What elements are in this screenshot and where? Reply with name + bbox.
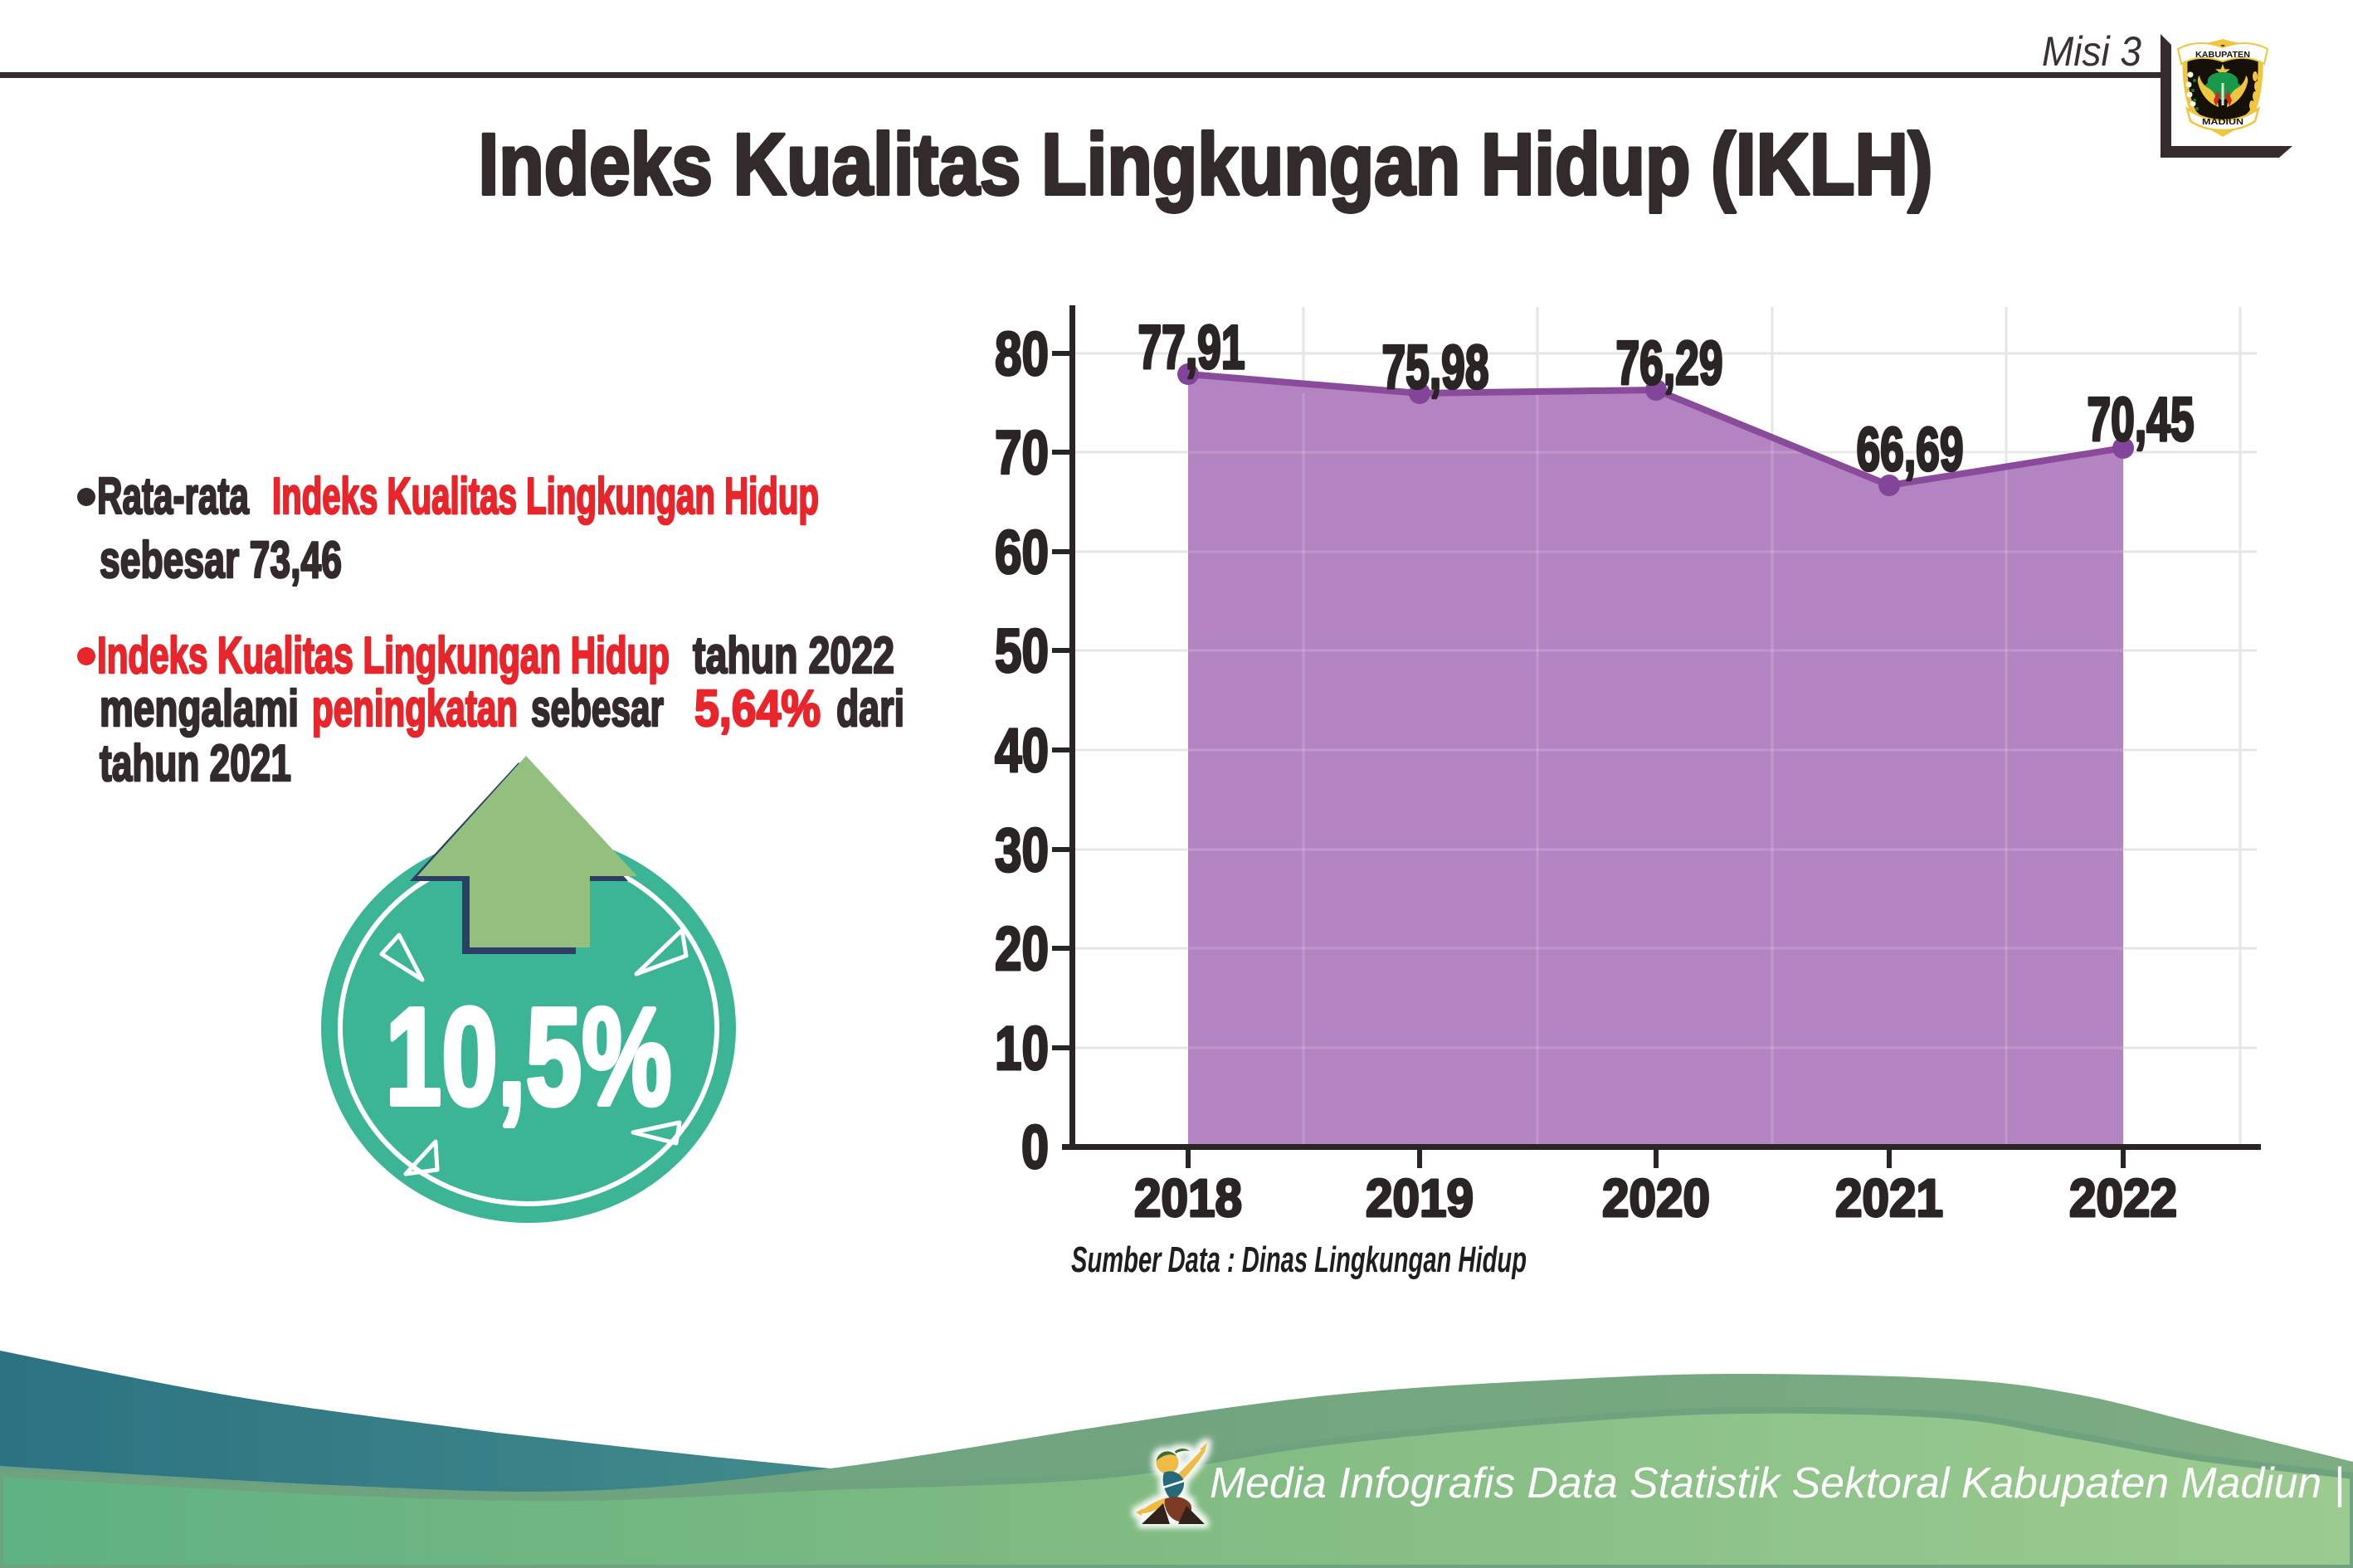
svg-text:30: 30 [995,816,1049,884]
svg-text:60: 60 [995,518,1049,587]
svg-text:2019: 2019 [1366,1168,1474,1228]
svg-text:76,29: 76,29 [1616,329,1723,397]
svg-text:2020: 2020 [1602,1168,1710,1228]
svg-text:75,98: 75,98 [1382,333,1489,402]
svg-text:70: 70 [995,418,1049,487]
svg-text:dari: dari [836,680,904,738]
svg-text:sebesar: sebesar [531,680,664,738]
svg-text:Misi 3: Misi 3 [2042,28,2141,75]
svg-text:Rata-rata: Rata-rata [97,468,249,525]
svg-text:Indeks Kualitas Lingkungan Hid: Indeks Kualitas Lingkungan Hidup [97,627,670,684]
svg-text:50: 50 [995,616,1049,685]
svg-text:tahun 2022: tahun 2022 [693,627,894,684]
svg-text:10,5%: 10,5% [386,980,672,1134]
svg-text:66,69: 66,69 [1857,415,1964,484]
svg-text:Indeks Kualitas Lingkungan Hid: Indeks Kualitas Lingkungan Hidup (IKLH) [479,116,1933,213]
svg-text:tahun 2021: tahun 2021 [100,735,291,792]
svg-text:MADIUN: MADIUN [2202,118,2243,127]
svg-text:mengalami: mengalami [100,680,299,738]
svg-text:2021: 2021 [1835,1168,1943,1228]
svg-text:2022: 2022 [2069,1168,2177,1228]
svg-text:20: 20 [995,914,1049,983]
svg-text:0: 0 [1021,1113,1049,1181]
svg-text:10: 10 [995,1014,1049,1083]
svg-text:Indeks Kualitas Lingkungan Hid: Indeks Kualitas Lingkungan Hidup [272,468,819,525]
svg-text:2018: 2018 [1134,1168,1242,1228]
svg-text:80: 80 [995,319,1049,388]
svg-text:sebesar 73,46: sebesar 73,46 [100,532,342,589]
svg-text:5,64%: 5,64% [694,680,821,738]
svg-text:KABUPATEN: KABUPATEN [2195,50,2250,60]
svg-text:peningkatan: peningkatan [312,680,518,738]
svg-text:40: 40 [995,716,1049,785]
svg-text:70,45: 70,45 [2087,385,2195,454]
svg-text:77,91: 77,91 [1138,313,1245,382]
svg-text:Media Infografis Data Statisti: Media Infografis Data Statistik Sektoral… [1210,1459,2345,1507]
svg-text:Sumber Data : Dinas Lingkungan: Sumber Data : Dinas Lingkungan Hidup [1071,1239,1527,1280]
